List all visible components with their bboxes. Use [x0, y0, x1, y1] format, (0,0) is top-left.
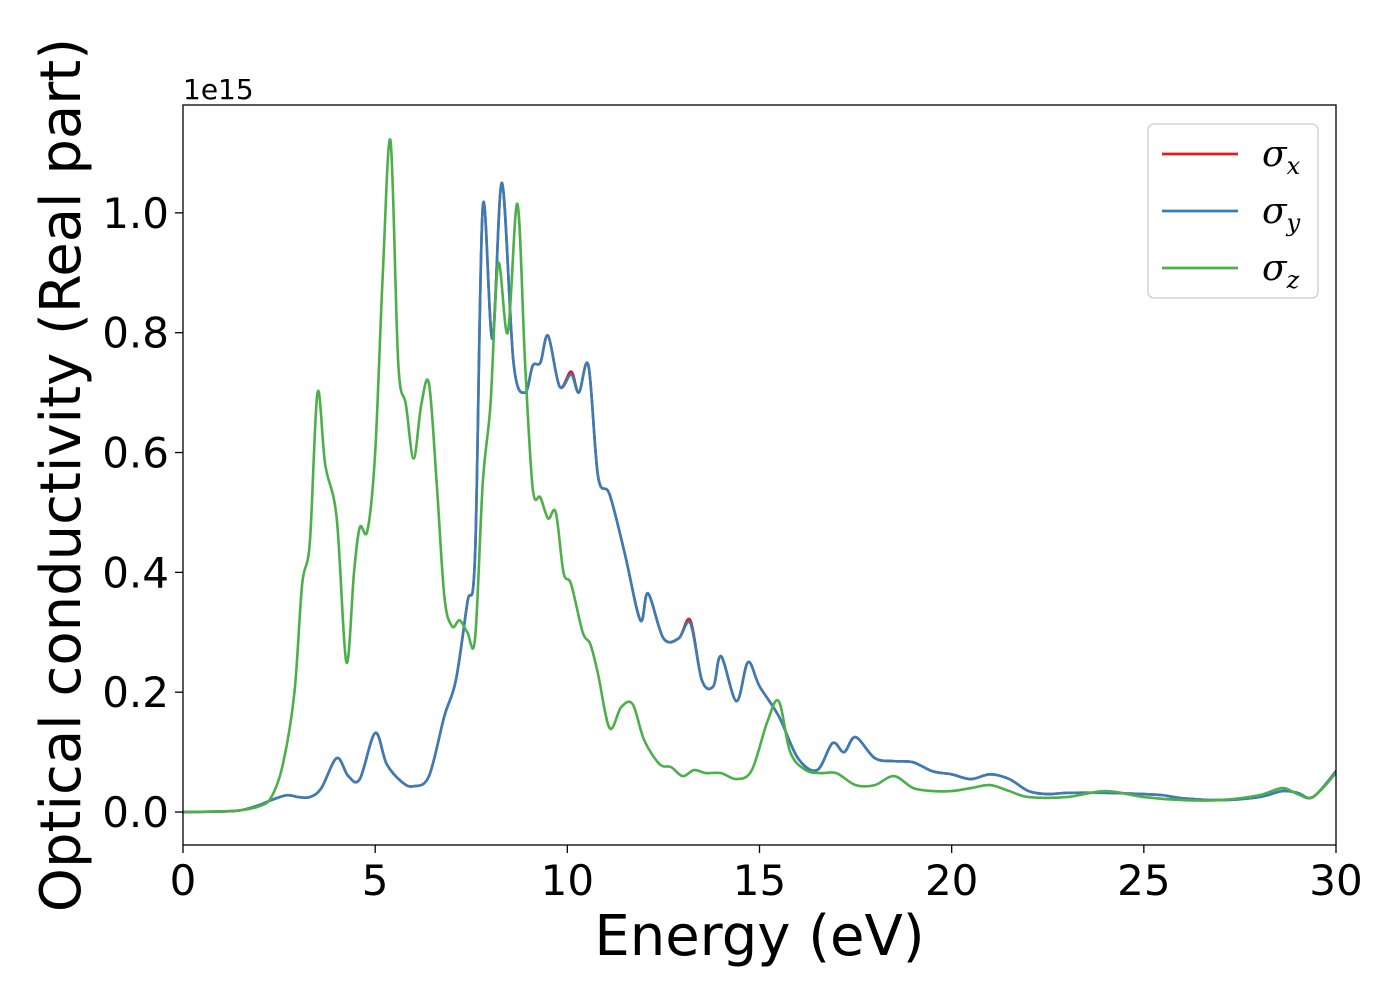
- legend-label-x: σx: [1262, 134, 1301, 180]
- x-axis-ticks: 0 5 10 15 20 25 30: [170, 845, 1363, 905]
- x-axis-label: Energy (eV): [594, 904, 924, 969]
- series-line-z: [183, 138, 1336, 814]
- legend-label-z: σz: [1262, 248, 1300, 294]
- x-tick-label: 5: [362, 856, 389, 905]
- legend-label-y: σy: [1262, 191, 1301, 237]
- y-axis-label: Optical conductivity (Real part): [29, 38, 94, 912]
- plot-lines: [183, 138, 1336, 814]
- y-tick-label: 0.4: [102, 548, 169, 597]
- x-tick-label: 10: [541, 856, 594, 905]
- x-tick-label: 15: [733, 856, 786, 905]
- y-tick-label: 1.0: [102, 189, 169, 238]
- y-tick-label: 0.0: [102, 788, 169, 837]
- y-tick-label: 0.2: [102, 668, 169, 717]
- x-tick-label: 25: [1117, 856, 1170, 905]
- x-tick-label: 20: [925, 856, 978, 905]
- x-tick-label: 0: [170, 856, 197, 905]
- y-tick-label: 0.6: [102, 429, 169, 478]
- y-axis-ticks: 0.0 0.2 0.4 0.6 0.8 1.0: [102, 189, 183, 837]
- y-offset-label: 1e15: [183, 73, 254, 106]
- y-tick-label: 0.8: [102, 309, 169, 358]
- series-line-y: [183, 181, 1336, 814]
- legend: σx σy σz: [1147, 123, 1319, 299]
- x-tick-label: 30: [1309, 856, 1362, 905]
